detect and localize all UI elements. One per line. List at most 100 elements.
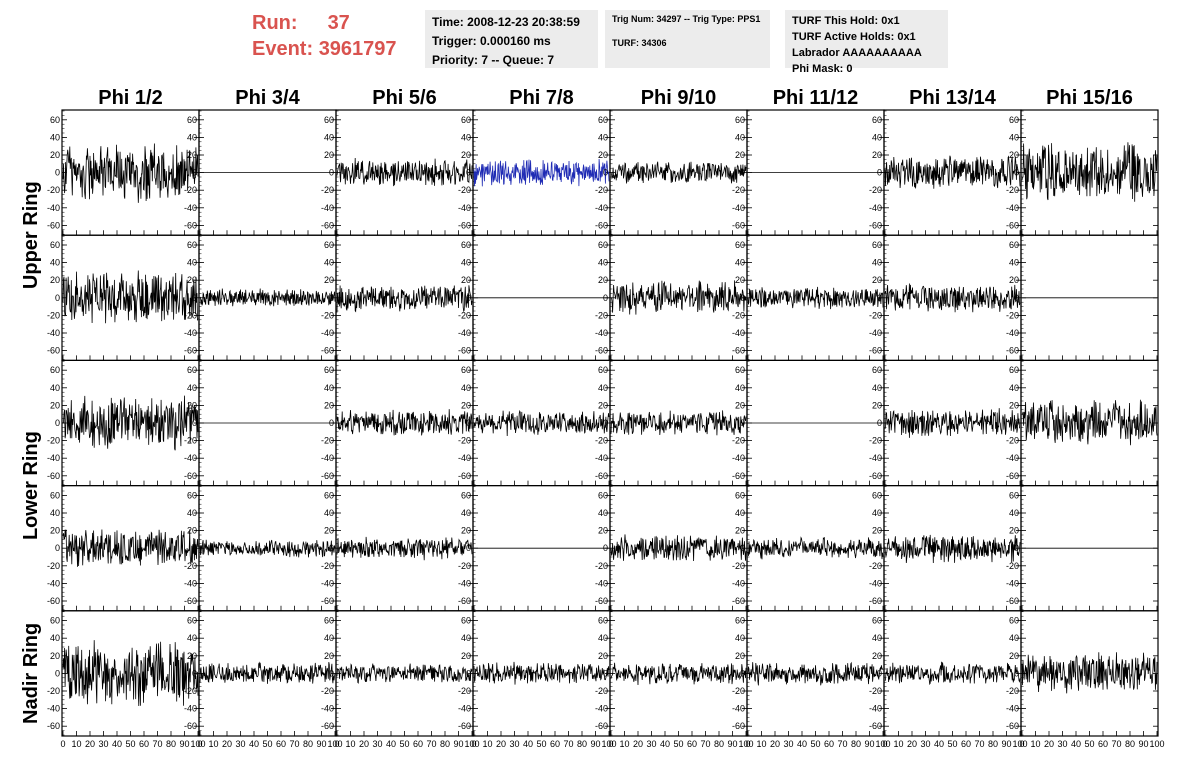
x-tick-label: 40 bbox=[249, 739, 259, 749]
x-tick-label: 100 bbox=[601, 739, 616, 749]
y-tick-label: 60 bbox=[187, 240, 197, 250]
y-tick-label: -60 bbox=[595, 346, 608, 356]
waveform-trace bbox=[62, 395, 199, 451]
y-tick-label: -20 bbox=[321, 686, 334, 696]
x-tick-label: 20 bbox=[770, 739, 780, 749]
y-tick-label: 40 bbox=[735, 132, 745, 142]
x-tick-label: 90 bbox=[179, 739, 189, 749]
x-tick-label: 0 bbox=[1019, 739, 1024, 749]
y-tick-label: 60 bbox=[461, 490, 471, 500]
y-tick-label: 60 bbox=[1009, 365, 1019, 375]
y-tick-label: 40 bbox=[187, 633, 197, 643]
y-tick-label: -60 bbox=[458, 596, 471, 606]
y-tick-label: -60 bbox=[732, 471, 745, 481]
y-tick-label: -60 bbox=[595, 471, 608, 481]
waveform-trace bbox=[747, 661, 884, 686]
x-tick-label: 80 bbox=[851, 739, 861, 749]
y-tick-label: 20 bbox=[1009, 275, 1019, 285]
y-tick-label: -40 bbox=[458, 704, 471, 714]
y-tick-label: -60 bbox=[1006, 220, 1019, 230]
x-tick-label: 30 bbox=[98, 739, 108, 749]
x-tick-label: 60 bbox=[550, 739, 560, 749]
y-tick-label: 60 bbox=[187, 616, 197, 626]
y-tick-label: -20 bbox=[595, 686, 608, 696]
y-tick-label: -40 bbox=[321, 578, 334, 588]
y-tick-label: 40 bbox=[187, 258, 197, 268]
y-tick-label: 40 bbox=[735, 633, 745, 643]
y-tick-label: -20 bbox=[1006, 561, 1019, 571]
y-tick-label: -20 bbox=[869, 436, 882, 446]
y-tick-label: 60 bbox=[598, 240, 608, 250]
y-tick-label: 20 bbox=[872, 400, 882, 410]
y-tick-label: -60 bbox=[321, 346, 334, 356]
y-tick-label: -60 bbox=[869, 596, 882, 606]
y-tick-label: 40 bbox=[324, 508, 334, 518]
y-tick-label: 20 bbox=[1009, 150, 1019, 160]
y-tick-label: 40 bbox=[187, 383, 197, 393]
y-tick-label: 60 bbox=[872, 616, 882, 626]
x-tick-label: 90 bbox=[590, 739, 600, 749]
y-tick-label: -20 bbox=[184, 310, 197, 320]
y-tick-label: -40 bbox=[732, 578, 745, 588]
y-tick-label: -60 bbox=[321, 596, 334, 606]
y-tick-label: 20 bbox=[735, 400, 745, 410]
run-event-block: Run: 37 Event: 3961797 bbox=[252, 10, 397, 62]
y-tick-label: -20 bbox=[1006, 686, 1019, 696]
y-tick-label: -60 bbox=[321, 721, 334, 731]
y-tick-label: -40 bbox=[595, 203, 608, 213]
waveform-trace bbox=[610, 410, 747, 436]
x-tick-label: 60 bbox=[961, 739, 971, 749]
y-tick-label: 0 bbox=[1014, 668, 1019, 678]
ring-label: Lower Ring bbox=[20, 431, 42, 540]
x-tick-label: 60 bbox=[276, 739, 286, 749]
waveform-trace bbox=[884, 155, 1021, 189]
x-tick-label: 0 bbox=[197, 739, 202, 749]
waveform-trace bbox=[473, 409, 610, 437]
y-tick-label: 60 bbox=[598, 616, 608, 626]
y-tick-label: -20 bbox=[732, 436, 745, 446]
y-tick-label: -60 bbox=[184, 471, 197, 481]
y-tick-label: -60 bbox=[321, 471, 334, 481]
y-tick-label: -20 bbox=[869, 185, 882, 195]
waveform-trace bbox=[199, 288, 336, 307]
waveform-trace bbox=[1021, 399, 1158, 446]
x-tick-label: 0 bbox=[745, 739, 750, 749]
waveform-trace bbox=[336, 157, 473, 187]
y-tick-label: 20 bbox=[187, 150, 197, 160]
y-tick-label: -20 bbox=[47, 310, 60, 320]
x-tick-label: 30 bbox=[646, 739, 656, 749]
ring-label: Nadir Ring bbox=[20, 623, 42, 724]
y-tick-label: 60 bbox=[1009, 616, 1019, 626]
y-tick-label: 20 bbox=[187, 651, 197, 661]
x-tick-label: 100 bbox=[1012, 739, 1027, 749]
y-tick-label: 60 bbox=[735, 490, 745, 500]
x-tick-label: 10 bbox=[345, 739, 355, 749]
y-tick-label: 40 bbox=[598, 132, 608, 142]
y-tick-label: 0 bbox=[55, 668, 60, 678]
time-info-box: Time: 2008-12-23 20:38:59 Trigger: 0.000… bbox=[425, 10, 598, 68]
y-tick-label: 0 bbox=[466, 668, 471, 678]
waveform-trace bbox=[336, 285, 473, 313]
y-tick-label: 20 bbox=[735, 526, 745, 536]
x-tick-label: 0 bbox=[334, 739, 339, 749]
x-tick-label: 10 bbox=[208, 739, 218, 749]
y-tick-label: -40 bbox=[184, 328, 197, 338]
y-tick-label: -40 bbox=[1006, 453, 1019, 463]
y-tick-label: -60 bbox=[869, 346, 882, 356]
y-tick-label: 0 bbox=[466, 293, 471, 303]
y-tick-label: 20 bbox=[872, 275, 882, 285]
y-tick-label: -40 bbox=[595, 453, 608, 463]
y-tick-label: -20 bbox=[869, 561, 882, 571]
y-tick-label: 60 bbox=[1009, 240, 1019, 250]
y-tick-label: 60 bbox=[1009, 490, 1019, 500]
y-tick-label: 60 bbox=[461, 365, 471, 375]
y-tick-label: 0 bbox=[603, 293, 608, 303]
y-tick-label: 40 bbox=[598, 383, 608, 393]
y-tick-label: 60 bbox=[735, 240, 745, 250]
phi-mask-text: Phi Mask: 0 bbox=[792, 63, 853, 75]
y-tick-label: -40 bbox=[458, 453, 471, 463]
y-tick-label: -60 bbox=[458, 721, 471, 731]
y-tick-label: 0 bbox=[192, 293, 197, 303]
x-tick-label: 70 bbox=[152, 739, 162, 749]
y-tick-label: 40 bbox=[1009, 508, 1019, 518]
